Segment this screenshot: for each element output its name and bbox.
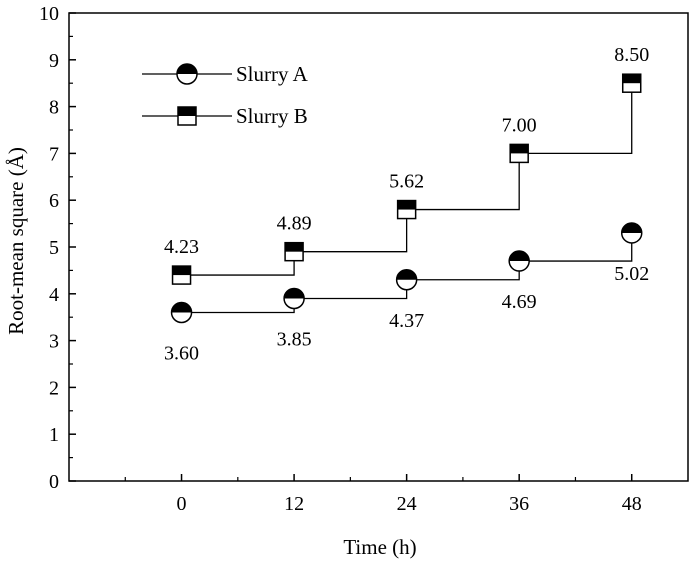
- data-labels: 3.60 3.85 4.37 4.69 5.02 4.23 4.89 5.62 7.00 8.50: [164, 44, 649, 364]
- point-slurry-a: [170, 301, 193, 324]
- marker-fill: [284, 288, 305, 299]
- legend: Slurry A Slurry B: [142, 62, 309, 128]
- data-label: 5.02: [614, 263, 649, 285]
- legend-label: Slurry B: [236, 104, 308, 128]
- y-tick-label: 9: [49, 50, 59, 72]
- x-axis-title: Time (h): [343, 535, 416, 559]
- point-slurry-a: [508, 250, 530, 272]
- marker-fill: [622, 74, 641, 84]
- data-label: 8.50: [614, 44, 649, 66]
- plot-frame: [68, 12, 689, 482]
- legend-label: Slurry A: [236, 62, 309, 86]
- point-slurry-b: [171, 265, 192, 285]
- marker-fill: [177, 64, 197, 74]
- y-tick-label: 1: [49, 424, 59, 446]
- x-tick-label: 48: [622, 493, 642, 515]
- legend-marker: [176, 63, 198, 85]
- data-label: 4.69: [502, 291, 537, 313]
- point-slurry-b: [621, 73, 642, 93]
- y-tick-label: 0: [49, 471, 59, 493]
- x-tick-label: 24: [397, 493, 417, 515]
- y-tick-label: 7: [49, 143, 59, 165]
- data-label: 4.23: [164, 236, 199, 258]
- marker-fill: [172, 266, 191, 276]
- point-slurry-b: [396, 199, 417, 220]
- y-tick-label: 2: [49, 377, 59, 399]
- legend-entry: Slurry B: [142, 104, 308, 128]
- x-tick-label: 12: [284, 493, 304, 515]
- y-tick-label: 10: [39, 3, 59, 25]
- data-label: 7.00: [502, 114, 537, 136]
- y-axis-title: Root-mean square (Å): [4, 147, 28, 335]
- marker-fill: [178, 107, 196, 116]
- legend-marker: [177, 106, 197, 126]
- marker-fill: [171, 302, 192, 313]
- marker-fill: [509, 251, 530, 262]
- y-tick-label: 4: [49, 284, 59, 306]
- series-group: [170, 73, 643, 324]
- data-label: 3.60: [164, 343, 199, 365]
- y-tick-label: 8: [49, 97, 59, 119]
- marker-fill: [621, 222, 642, 233]
- marker-fill: [397, 200, 416, 210]
- data-label: 3.85: [277, 328, 312, 350]
- point-slurry-a: [395, 269, 418, 291]
- data-label: 4.89: [277, 213, 312, 235]
- x-tick-label: 0: [177, 493, 187, 515]
- y-tick-label: 3: [49, 331, 59, 353]
- data-label: 4.37: [389, 310, 424, 332]
- y-tick-label: 5: [49, 237, 59, 259]
- marker-fill: [285, 242, 304, 252]
- point-slurry-b: [284, 241, 304, 262]
- legend-entry: Slurry A: [142, 62, 309, 86]
- point-slurry-b: [509, 143, 529, 164]
- point-slurry-a: [620, 222, 643, 244]
- marker-fill: [396, 269, 417, 280]
- y-tick-label: 6: [49, 190, 59, 212]
- marker-fill: [510, 144, 529, 154]
- x-tick-label: 36: [509, 493, 529, 515]
- data-label: 5.62: [389, 171, 424, 193]
- point-slurry-a: [283, 287, 305, 310]
